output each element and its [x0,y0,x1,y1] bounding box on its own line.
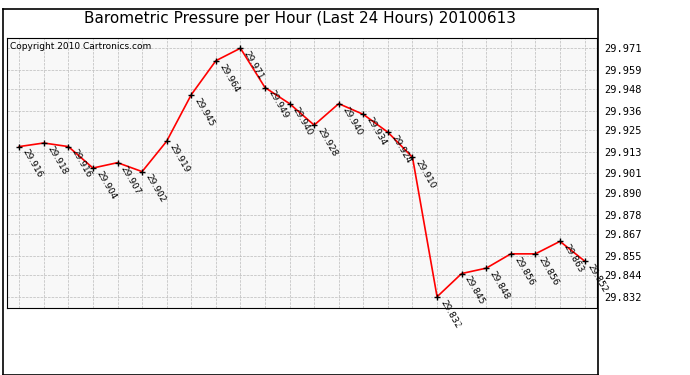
Text: 29.907: 29.907 [119,164,142,196]
Text: 29.934: 29.934 [365,116,388,147]
Text: 29.964: 29.964 [217,62,241,94]
Text: 13:00: 13:00 [334,318,344,349]
Text: 29.949: 29.949 [266,89,290,121]
Text: 02:00: 02:00 [63,318,73,349]
Text: 10:00: 10:00 [260,318,270,349]
Text: 07:00: 07:00 [186,318,196,349]
Text: 11:00: 11:00 [284,318,295,349]
Text: 29.852: 29.852 [586,262,609,294]
Text: 29.856: 29.856 [512,255,535,287]
Text: 04:00: 04:00 [112,318,123,349]
Text: 06:00: 06:00 [161,318,172,349]
Text: 18:00: 18:00 [457,318,466,349]
Text: 29.940: 29.940 [340,105,364,137]
Text: 29.924: 29.924 [389,134,413,165]
Text: 00:00: 00:00 [14,318,24,349]
Text: 19:00: 19:00 [481,318,491,349]
Text: 21:00: 21:00 [531,318,540,349]
Text: 29.971: 29.971 [241,50,266,81]
Text: 09:00: 09:00 [235,318,246,349]
Text: 22:00: 22:00 [555,318,565,349]
Text: 05:00: 05:00 [137,318,147,349]
Text: 29.856: 29.856 [537,255,560,287]
Text: 29.848: 29.848 [488,270,511,301]
Text: 03:00: 03:00 [88,318,98,349]
Text: Copyright 2010 Cartronics.com: Copyright 2010 Cartronics.com [10,42,151,51]
Text: 16:00: 16:00 [408,318,417,349]
Text: 29.918: 29.918 [45,144,69,176]
Text: 29.863: 29.863 [562,243,585,274]
Text: 08:00: 08:00 [211,318,221,349]
Text: Barometric Pressure per Hour (Last 24 Hours) 20100613: Barometric Pressure per Hour (Last 24 Ho… [84,11,516,26]
Text: 17:00: 17:00 [432,318,442,349]
Text: 23:00: 23:00 [580,318,589,349]
Text: 29.928: 29.928 [315,126,339,158]
Text: 12:00: 12:00 [309,318,319,349]
Text: 20:00: 20:00 [506,318,516,349]
Text: 29.945: 29.945 [193,96,216,128]
Text: 14:00: 14:00 [358,318,368,349]
Text: 29.916: 29.916 [70,148,93,180]
Text: 29.832: 29.832 [438,298,462,330]
Text: 29.940: 29.940 [291,105,315,137]
Text: 29.902: 29.902 [144,173,167,205]
Text: 15:00: 15:00 [383,318,393,349]
Text: 01:00: 01:00 [39,318,49,349]
Text: 29.910: 29.910 [414,159,437,190]
Text: 29.904: 29.904 [95,170,118,201]
Text: 29.919: 29.919 [168,142,192,174]
Text: 29.916: 29.916 [21,148,44,180]
Text: 29.845: 29.845 [463,275,486,307]
